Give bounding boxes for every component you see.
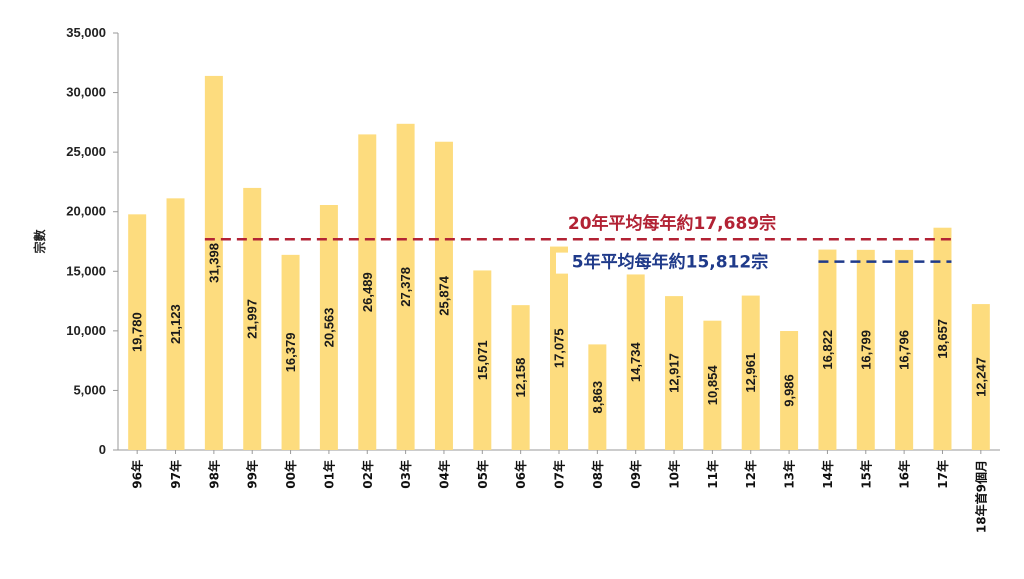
bar-value-label: 12,247	[973, 357, 988, 397]
bar-value-label: 26,489	[360, 272, 375, 312]
bar	[971, 304, 990, 450]
y-tick-label: 30,000	[66, 85, 106, 100]
y-tick-label: 10,000	[66, 323, 106, 338]
bar	[550, 246, 568, 450]
x-tick-label: 08年	[590, 460, 605, 489]
bar	[741, 295, 760, 450]
x-tick-label: 13年	[782, 460, 797, 489]
bar-value-label: 31,398	[206, 243, 221, 283]
bar	[895, 249, 914, 450]
y-tick-label: 35,000	[66, 25, 106, 40]
bar-value-label: 9,986	[782, 374, 797, 407]
bar	[473, 270, 492, 450]
x-tick-label: 15年	[858, 460, 873, 489]
bar	[358, 134, 377, 451]
bar-value-label: 17,075	[552, 328, 567, 368]
x-tick-label: 96年	[130, 460, 145, 489]
bar	[243, 187, 262, 451]
bar-value-label: 8,863	[590, 381, 605, 414]
bar-value-label: 16,796	[897, 330, 912, 370]
y-tick-label: 20,000	[66, 204, 106, 219]
x-tick-label: 04年	[436, 460, 451, 489]
y-tick-label: 25,000	[66, 144, 106, 159]
x-tick-label: 18年首9個月	[973, 460, 988, 533]
bar-value-label: 27,378	[398, 267, 413, 307]
bar-value-label: 16,799	[858, 330, 873, 370]
bar	[818, 249, 837, 450]
reference-lines: 20年平均每年約17,689宗 5年平均每年約15,812宗	[204, 213, 952, 274]
bar	[396, 123, 415, 451]
bar	[128, 214, 147, 450]
x-tick-label: 05年	[475, 460, 490, 489]
bar	[703, 320, 722, 450]
bar-value-label: 16,379	[283, 333, 298, 373]
bar-value-label: 15,071	[475, 340, 490, 380]
y-axis-label: 宗數	[32, 229, 47, 253]
x-tick-label: 09年	[628, 460, 643, 489]
x-tick-label: 01年	[321, 460, 336, 489]
bar-value-label: 19,780	[130, 312, 145, 352]
bar-value-label: 18,657	[935, 319, 950, 359]
x-tick-label: 10年	[667, 460, 682, 489]
bar	[933, 227, 952, 450]
bar-value-label: 21,123	[168, 304, 183, 344]
bar	[166, 198, 185, 450]
reference-label-5yr: 5年平均每年約15,812宗	[572, 252, 768, 273]
value-labels: 19,780 21,123 31,398 21,997 16,379 20,563 26,4…	[130, 243, 989, 413]
reference-label-bg	[556, 252, 782, 274]
bar	[588, 344, 607, 450]
bar	[319, 205, 338, 450]
bar-value-label: 25,874	[436, 275, 451, 316]
bar-value-label: 12,961	[743, 353, 758, 393]
x-tick-label: 12年	[743, 460, 758, 489]
x-tick-label: 98年	[206, 460, 221, 489]
bar	[511, 305, 530, 450]
x-tick-label: 11年	[705, 460, 720, 489]
bar	[665, 296, 684, 450]
x-tick-label: 99年	[245, 460, 260, 489]
x-tick-labels: 96年 97年 98年 99年 00年 01年 02年 03年 04年 05年 06年 07年 08年 0…	[130, 460, 989, 533]
y-tick-label: 15,000	[66, 263, 106, 278]
x-tick-label: 16年	[897, 460, 912, 489]
x-tick-label: 06年	[513, 460, 528, 489]
bar-value-label: 21,997	[245, 299, 260, 339]
bar	[204, 75, 223, 451]
bar	[856, 249, 875, 450]
x-tick-label: 00年	[283, 460, 298, 489]
bar	[434, 141, 453, 450]
x-tick-label: 02年	[360, 460, 375, 489]
x-tick-label: 97年	[168, 460, 183, 489]
y-tick-labels: 0 5,000 10,000 15,000 20,000 25,000 30,000 35,0…	[66, 25, 106, 457]
bar	[281, 254, 300, 450]
reference-label-20yr: 20年平均每年約17,689宗	[568, 213, 776, 234]
x-tick-label: 14年	[820, 460, 835, 489]
x-tick-label: 07年	[552, 460, 567, 489]
bar	[626, 274, 645, 450]
x-tick-label: 17年	[935, 460, 950, 489]
bar-value-label: 12,917	[667, 353, 682, 393]
bars	[128, 75, 990, 451]
y-tick-label: 0	[99, 442, 106, 457]
bar	[780, 331, 799, 450]
y-tick-label: 5,000	[73, 382, 106, 397]
bar-value-label: 14,734	[628, 342, 643, 383]
bar-value-label: 10,854	[705, 365, 720, 406]
bar-value-label: 12,158	[513, 358, 528, 398]
x-tick-label: 03年	[398, 460, 413, 489]
bar-value-label: 16,822	[820, 330, 835, 370]
bar-value-label: 20,563	[321, 308, 336, 348]
